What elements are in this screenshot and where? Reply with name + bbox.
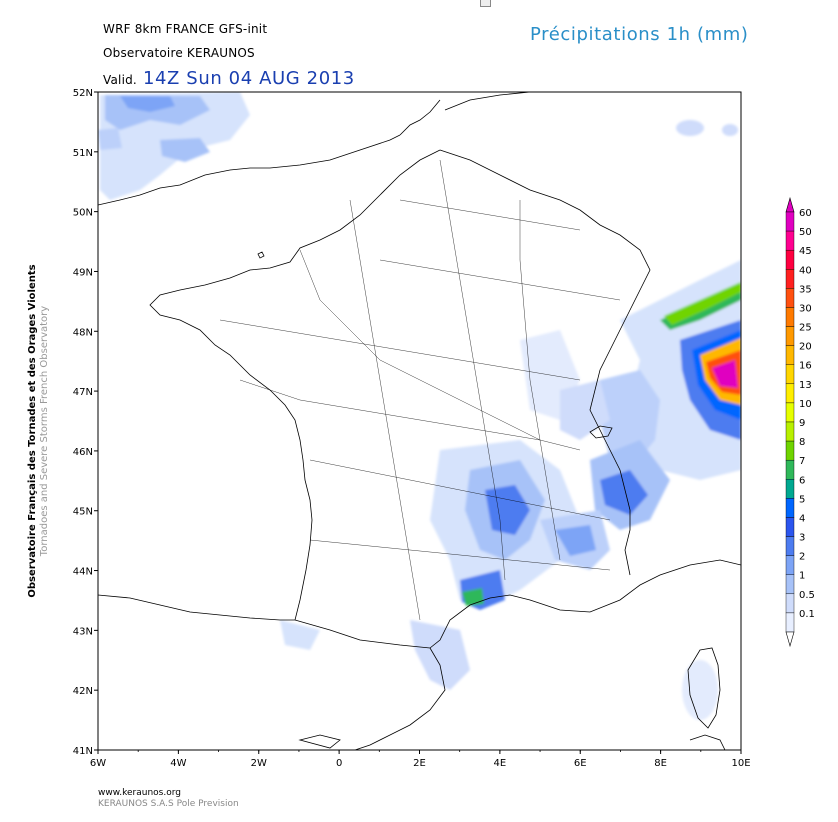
legend-swatch [785, 364, 795, 385]
legend-level-label: 3 [799, 533, 805, 544]
legend-swatch [785, 269, 795, 289]
lat-tick-label: 46N [73, 447, 93, 458]
top-resize-handle[interactable] [480, 0, 491, 7]
parameter-title: Précipitations 1h (mm) [530, 24, 749, 45]
footer: www.keraunos.org KERAUNOS S.A.S Pole Pre… [98, 788, 239, 810]
lon-tick-label: 2W [251, 758, 267, 769]
legend-swatch [785, 498, 795, 518]
legend-swatch [785, 574, 795, 595]
legend-swatch [785, 593, 795, 614]
legend-level-label: 6 [799, 475, 805, 486]
legend-swatch [785, 479, 795, 499]
lat-tick-label: 50N [73, 208, 93, 219]
legend-level-label: 45 [799, 246, 812, 257]
legend-swatch [785, 517, 795, 537]
legend-level-label: 60 [799, 208, 812, 219]
legend-level-label: 13 [799, 380, 812, 391]
latitude-axis: 52N 51N 50N 49N 48N 47N 46N 45N 44N 43N 42N 41N [73, 88, 98, 757]
valid-line: Valid. 14Z Sun 04 AUG 2013 [103, 68, 355, 89]
legend-level-label: 9 [799, 418, 805, 429]
legend-level-label: 7 [799, 456, 805, 467]
legend-swatch [785, 249, 795, 270]
lon-tick-label: 10E [731, 758, 750, 769]
longitude-axis: 6W 4W 2W 0 2E 4E 6E 8E 10E [90, 750, 751, 769]
lat-tick-label: 43N [73, 626, 93, 637]
legend-level-label: 10 [799, 399, 812, 410]
lat-tick-label: 45N [73, 507, 93, 518]
legend-level-label: 4 [799, 513, 805, 524]
legend-level-label: 0.1 [799, 609, 815, 620]
legend-swatch [785, 230, 795, 251]
legend-swatch [785, 383, 795, 404]
legend-level-label: 5 [799, 494, 805, 505]
legend-level-label: 40 [799, 265, 812, 276]
lon-tick-label: 6E [574, 758, 587, 769]
valid-date: 14Z Sun 04 AUG 2013 [142, 68, 355, 89]
legend-swatch [785, 402, 795, 423]
legend-swatch [785, 459, 795, 480]
precipitation-legend: 60 50 45 40 35 30 25 20 16 13 10 9 8 7 6 5 4 3 2 1 0.5 0.1 [785, 196, 815, 648]
legend-bottom-arrow [785, 631, 795, 648]
legend-swatch [785, 612, 795, 633]
legend-swatch [785, 440, 795, 461]
legend-level-label: 8 [799, 437, 805, 448]
model-label: WRF 8km FRANCE GFS-init [103, 22, 268, 36]
footer-url[interactable]: www.keraunos.org [98, 788, 181, 798]
legend-swatch [785, 211, 795, 232]
lat-tick-label: 42N [73, 686, 93, 697]
coastlines-borders [98, 92, 741, 750]
lon-tick-label: 8E [654, 758, 667, 769]
legend-level-label: 0.5 [799, 590, 815, 601]
legend-level-label: 20 [799, 342, 812, 353]
lon-tick-label: 0 [336, 758, 342, 769]
lat-tick-label: 41N [73, 746, 93, 757]
legend-swatch [785, 345, 795, 365]
legend-level-label: 2 [799, 552, 805, 563]
legend-top-arrow [785, 196, 795, 213]
legend-swatch [785, 421, 795, 442]
observatory-label: Observatoire KERAUNOS [103, 46, 255, 60]
lon-tick-label: 2E [413, 758, 426, 769]
lat-tick-label: 52N [73, 88, 93, 99]
legend-level-label: 50 [799, 227, 812, 238]
legend-level-label: 35 [799, 284, 812, 295]
department-boundaries [219, 159, 621, 621]
legend-level-label: 1 [799, 571, 805, 582]
lat-tick-label: 47N [73, 387, 93, 398]
valid-prefix: Valid. [103, 73, 137, 87]
legend-level-label: 30 [799, 303, 812, 314]
legend-swatch [785, 307, 795, 327]
precipitation-field [98, 92, 741, 720]
lat-tick-label: 48N [73, 327, 93, 338]
lon-tick-label: 4E [494, 758, 507, 769]
legend-swatch [785, 326, 795, 346]
lat-tick-label: 51N [73, 148, 93, 159]
legend-swatch [785, 536, 795, 556]
lat-tick-label: 44N [73, 567, 93, 578]
lat-tick-label: 49N [73, 267, 93, 278]
legend-swatch [785, 555, 795, 575]
legend-level-label: 16 [799, 361, 812, 372]
map-frame-content [98, 92, 741, 750]
legend-level-label: 25 [799, 323, 812, 334]
lon-tick-label: 6W [90, 758, 106, 769]
footer-company: KERAUNOS S.A.S Pole Prevision [98, 799, 239, 809]
legend-swatch [785, 288, 795, 308]
lon-tick-label: 4W [170, 758, 186, 769]
